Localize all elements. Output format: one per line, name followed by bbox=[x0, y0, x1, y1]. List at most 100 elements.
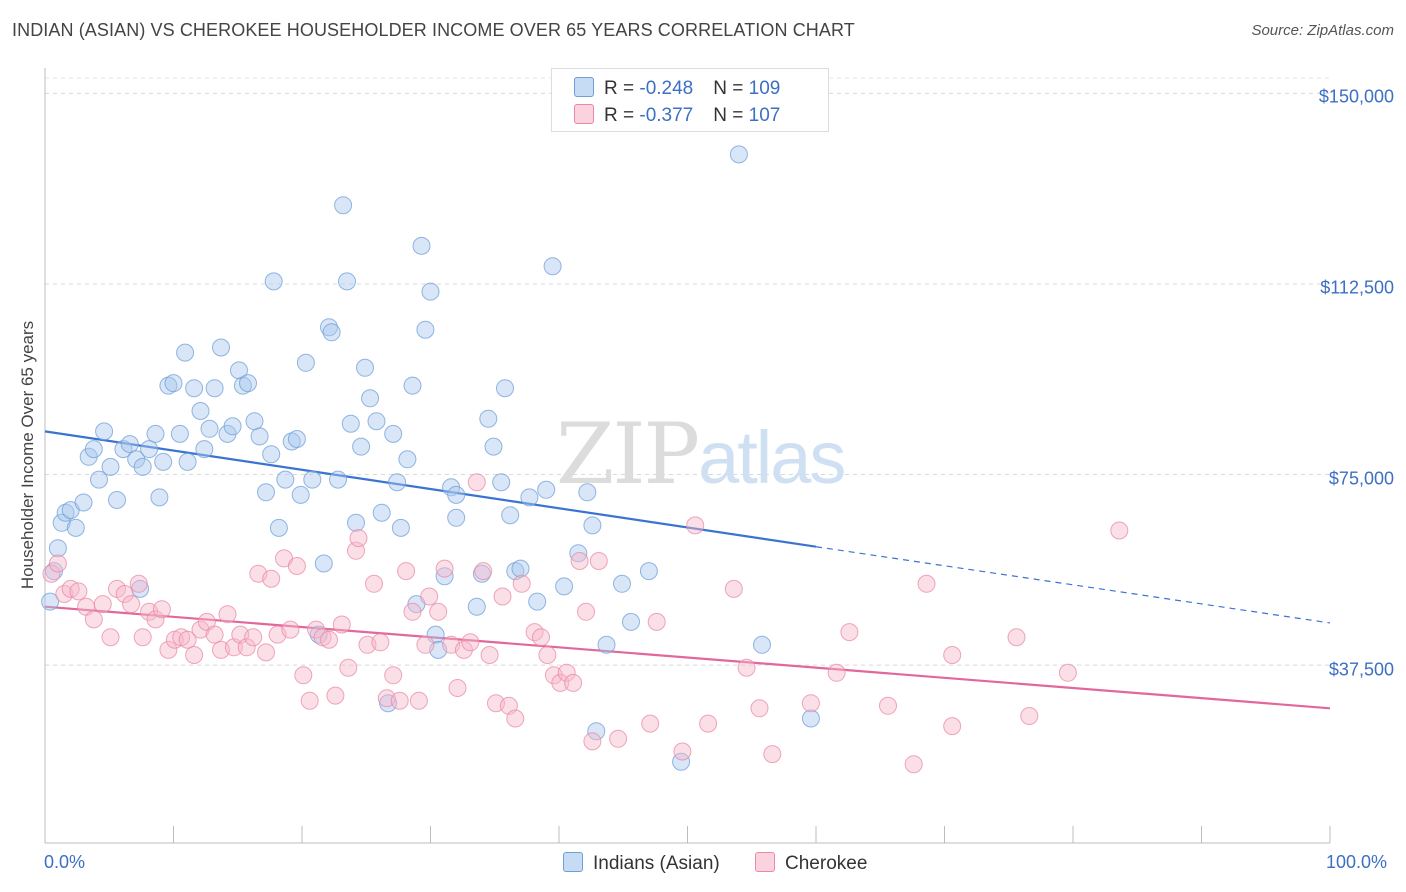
data-point bbox=[127, 450, 146, 469]
data-point bbox=[349, 529, 368, 548]
data-point bbox=[133, 457, 152, 476]
data-point bbox=[257, 643, 275, 662]
data-point bbox=[551, 673, 570, 692]
data-point bbox=[176, 343, 195, 362]
data-point bbox=[543, 257, 562, 276]
data-point bbox=[750, 699, 769, 718]
data-point bbox=[108, 491, 126, 509]
data-point bbox=[352, 437, 371, 456]
legend-item-cherokee: Cherokee bbox=[755, 852, 867, 875]
data-point bbox=[388, 473, 407, 492]
data-point bbox=[1020, 707, 1039, 725]
data-point bbox=[673, 742, 692, 761]
data-point bbox=[146, 610, 165, 629]
data-point bbox=[724, 579, 743, 598]
data-point bbox=[1110, 521, 1129, 540]
data-point bbox=[372, 503, 391, 522]
data-point bbox=[66, 518, 85, 537]
legend-label-indians: Indians (Asian) bbox=[593, 853, 720, 874]
legend-n-value: 109 bbox=[748, 78, 781, 99]
data-point bbox=[501, 506, 520, 525]
data-point bbox=[827, 663, 846, 682]
data-point bbox=[140, 440, 159, 459]
data-point bbox=[639, 562, 658, 581]
data-point bbox=[48, 539, 67, 558]
data-point bbox=[699, 714, 718, 733]
data-point bbox=[943, 646, 962, 664]
data-point bbox=[420, 587, 439, 606]
data-point bbox=[564, 673, 583, 692]
data-point bbox=[244, 628, 263, 647]
data-point bbox=[233, 376, 252, 395]
data-point bbox=[367, 412, 386, 431]
data-point bbox=[904, 755, 923, 774]
data-point bbox=[467, 597, 486, 616]
data-point bbox=[597, 635, 616, 654]
chart-title: INDIAN (ASIAN) VS CHEROKEE HOUSEHOLDER I… bbox=[12, 20, 855, 40]
legend-n-value: 107 bbox=[748, 105, 781, 126]
legend-n-label: N = bbox=[713, 105, 749, 126]
data-point bbox=[262, 569, 281, 588]
legend-item-indians: Indians (Asian) bbox=[563, 852, 720, 875]
data-point bbox=[763, 745, 782, 764]
data-point bbox=[398, 450, 417, 469]
data-point bbox=[281, 620, 300, 639]
trend-line bbox=[44, 605, 1331, 710]
data-point bbox=[454, 640, 473, 659]
data-point bbox=[150, 488, 169, 507]
data-point bbox=[42, 564, 61, 583]
data-point bbox=[397, 562, 416, 581]
data-point bbox=[461, 633, 480, 652]
data-point bbox=[276, 470, 295, 489]
watermark-atlas: atlas bbox=[698, 416, 846, 499]
data-point bbox=[641, 714, 660, 733]
data-point bbox=[245, 412, 264, 431]
data-point bbox=[943, 717, 962, 736]
data-point bbox=[154, 452, 173, 471]
data-point bbox=[578, 483, 597, 502]
data-point bbox=[178, 630, 197, 649]
data-point bbox=[90, 470, 108, 489]
data-point bbox=[191, 402, 210, 420]
data-point bbox=[479, 409, 498, 428]
data-point bbox=[264, 272, 283, 291]
legend-r-label: R = bbox=[604, 78, 640, 99]
y-tick-label: $112,500 bbox=[1320, 277, 1394, 298]
data-point bbox=[129, 574, 148, 593]
data-point bbox=[159, 376, 178, 395]
data-point bbox=[557, 663, 576, 682]
data-point bbox=[753, 635, 771, 654]
data-point bbox=[146, 424, 165, 443]
data-point bbox=[347, 513, 365, 532]
legend-r-value: -0.377 bbox=[639, 105, 694, 126]
data-point bbox=[435, 559, 454, 578]
legend-swatch-cherokee bbox=[755, 852, 776, 872]
data-point bbox=[84, 440, 103, 459]
data-point bbox=[152, 600, 171, 619]
data-point bbox=[467, 473, 486, 492]
data-points bbox=[41, 145, 1129, 774]
data-point bbox=[412, 236, 431, 255]
legend-r-value: -0.248 bbox=[639, 78, 694, 99]
data-point bbox=[569, 544, 588, 563]
watermark: ZIPatlas bbox=[556, 405, 846, 503]
data-point bbox=[195, 440, 214, 459]
data-point bbox=[262, 445, 281, 464]
legend-swatch-indians bbox=[563, 852, 583, 872]
data-point bbox=[480, 646, 499, 664]
trend-line bbox=[44, 430, 817, 548]
data-point bbox=[840, 623, 859, 642]
data-point bbox=[421, 282, 440, 301]
data-point bbox=[356, 358, 374, 377]
data-point bbox=[303, 470, 322, 489]
y-tick-label: $75,000 bbox=[1328, 468, 1394, 489]
data-point bbox=[307, 620, 326, 639]
data-point bbox=[537, 480, 556, 499]
data-point bbox=[555, 577, 574, 596]
data-point bbox=[511, 559, 530, 578]
data-point bbox=[101, 628, 120, 647]
data-point bbox=[69, 582, 88, 601]
legend-row-cherokee: R = -0.377 N = 107 bbox=[574, 104, 780, 127]
data-point bbox=[41, 592, 60, 611]
data-point bbox=[622, 612, 640, 631]
